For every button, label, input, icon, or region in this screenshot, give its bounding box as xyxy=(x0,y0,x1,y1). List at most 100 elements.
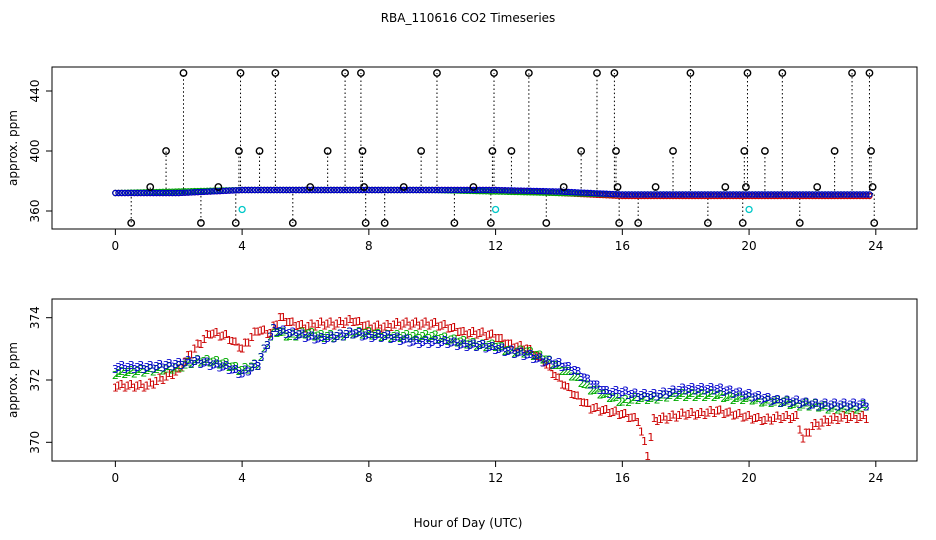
bottom-series-1-point: 1 xyxy=(742,410,749,423)
bottom-series-3-point: 3 xyxy=(825,400,832,413)
bottom-series-2-point: 2 xyxy=(714,389,721,402)
bottom-series-2-point: 2 xyxy=(305,327,312,340)
top-baseline-point xyxy=(486,186,493,194)
top-baseline-point xyxy=(143,189,151,197)
bottom-series-2-point: 2 xyxy=(144,364,151,377)
bottom-series-2-point: 2 xyxy=(270,322,277,335)
bottom-series-2-point: 2 xyxy=(780,396,787,409)
bottom-series-2-point: 2 xyxy=(280,326,287,339)
top-spike-point xyxy=(738,219,747,227)
top-spike-point xyxy=(450,219,459,227)
bottom-series-1-point: 1 xyxy=(251,326,258,339)
bottom-series-1-point: 1 xyxy=(128,378,135,391)
top-baseline-point xyxy=(688,191,696,198)
bottom-series-2-point: 2 xyxy=(571,370,578,383)
bottom-series-3-point: 3 xyxy=(451,335,458,348)
bottom-series-1-point: 1 xyxy=(429,317,436,330)
bottom-series-1-point: 1 xyxy=(670,408,677,421)
bottom-series-1-point: 1 xyxy=(746,409,753,422)
top-baseline-point xyxy=(815,191,822,198)
bottom-series-3-point: 3 xyxy=(828,398,835,411)
bottom-series-2-point: 2 xyxy=(327,328,334,341)
bottom-series-2-point: 2 xyxy=(137,363,144,376)
bottom-series-1-point: 1 xyxy=(666,411,673,424)
bottom-series-3-point: 3 xyxy=(131,363,138,376)
top-baseline-point xyxy=(394,186,401,194)
top-baseline-point xyxy=(603,190,610,197)
top-spike-point xyxy=(743,69,752,77)
bottom-series-3-point: 3 xyxy=(761,392,768,405)
bottom-series-3-point: 3 xyxy=(853,400,860,413)
top-spike-point xyxy=(524,69,533,77)
bottom-series-1-point: 1 xyxy=(305,320,312,333)
top-baseline-point xyxy=(663,191,670,198)
bottom-series-2-point: 2 xyxy=(856,402,863,415)
bottom-series-1-point: 1 xyxy=(308,317,315,330)
bottom-x-tick-label: 20 xyxy=(741,471,756,485)
bottom-series-3-point: 3 xyxy=(397,335,404,348)
bottom-series-1-point: 1 xyxy=(359,320,366,333)
top-spike-lines xyxy=(130,73,875,223)
bottom-series-1-point: 1 xyxy=(685,408,692,421)
top-baseline-point xyxy=(210,188,217,195)
top-baseline-point xyxy=(809,191,816,198)
bottom-series-3-point: 3 xyxy=(350,329,357,342)
bottom-series-1-point: 1 xyxy=(416,319,423,332)
top-baseline-point xyxy=(679,191,686,198)
bottom-series-1-point: 1 xyxy=(498,332,505,345)
bottom-series-3-point: 3 xyxy=(651,387,658,400)
top-baseline-point xyxy=(844,191,851,198)
top-baseline-point xyxy=(159,189,167,197)
bottom-series-3-point: 3 xyxy=(818,398,825,411)
top-baseline-point xyxy=(517,187,525,194)
top-baseline-point xyxy=(390,186,398,194)
bottom-series-1-point: 1 xyxy=(381,321,388,334)
top-baseline-point xyxy=(330,186,338,194)
bottom-series-2-point: 2 xyxy=(546,354,553,367)
top-baseline-point xyxy=(457,186,464,194)
bottom-series-3-point: 3 xyxy=(638,389,645,402)
bottom-series-2-point: 2 xyxy=(818,400,825,413)
bottom-series-1-point: 1 xyxy=(790,411,797,424)
bottom-series-1-point: 1 xyxy=(841,409,848,422)
top-baseline-point xyxy=(505,187,512,194)
top-baseline-point xyxy=(863,191,870,198)
bottom-series-2-point: 2 xyxy=(565,365,572,378)
bottom-series-3-point: 3 xyxy=(708,381,715,394)
top-baseline-point xyxy=(821,191,829,198)
bottom-series-1-point: 1 xyxy=(581,397,588,410)
bottom-series-1-point: 1 xyxy=(527,343,534,356)
bottom-series-2-point: 2 xyxy=(292,331,299,344)
top-baseline-point xyxy=(425,186,433,194)
bottom-series-1-point: 1 xyxy=(144,380,151,393)
bottom-series-3-point: 3 xyxy=(774,393,781,406)
bottom-series-3-point: 3 xyxy=(723,385,730,398)
bottom-series-1-point: 1 xyxy=(825,416,832,429)
bottom-series-1-point: 1 xyxy=(369,322,376,335)
bottom-series-3-point: 3 xyxy=(435,338,442,351)
top-baseline-point xyxy=(276,186,284,194)
bottom-series-2-point: 2 xyxy=(413,328,420,341)
bottom-series-3-point: 3 xyxy=(296,329,303,342)
bottom-series-3-point: 3 xyxy=(603,384,610,397)
bottom-series-2-point: 2 xyxy=(619,395,626,408)
bottom-series-1-point: 1 xyxy=(407,319,414,332)
bottom-series-3-point: 3 xyxy=(536,352,543,365)
bottom-series-2-point: 2 xyxy=(315,329,322,342)
bottom-series-1-point: 1 xyxy=(210,327,217,340)
bottom-series-1-point: 1 xyxy=(704,407,711,420)
bottom-series-2-point: 2 xyxy=(559,365,566,378)
bottom-series-1-point: 1 xyxy=(321,319,328,332)
bottom-series-3-point: 3 xyxy=(755,389,762,402)
top-baseline-point xyxy=(140,189,148,197)
bottom-series-1-point: 1 xyxy=(311,321,318,334)
bottom-series-1-point: 1 xyxy=(410,317,417,330)
bottom-series-1-point: 1 xyxy=(476,327,483,340)
bottom-series-3-point: 3 xyxy=(286,327,293,340)
top-baseline-point xyxy=(771,191,778,198)
bottom-series-1-point: 1 xyxy=(609,406,616,419)
top-baseline-point xyxy=(166,189,173,197)
top-baseline-point xyxy=(717,191,724,198)
top-baseline-point xyxy=(333,186,341,194)
top-spike-point xyxy=(761,147,769,155)
